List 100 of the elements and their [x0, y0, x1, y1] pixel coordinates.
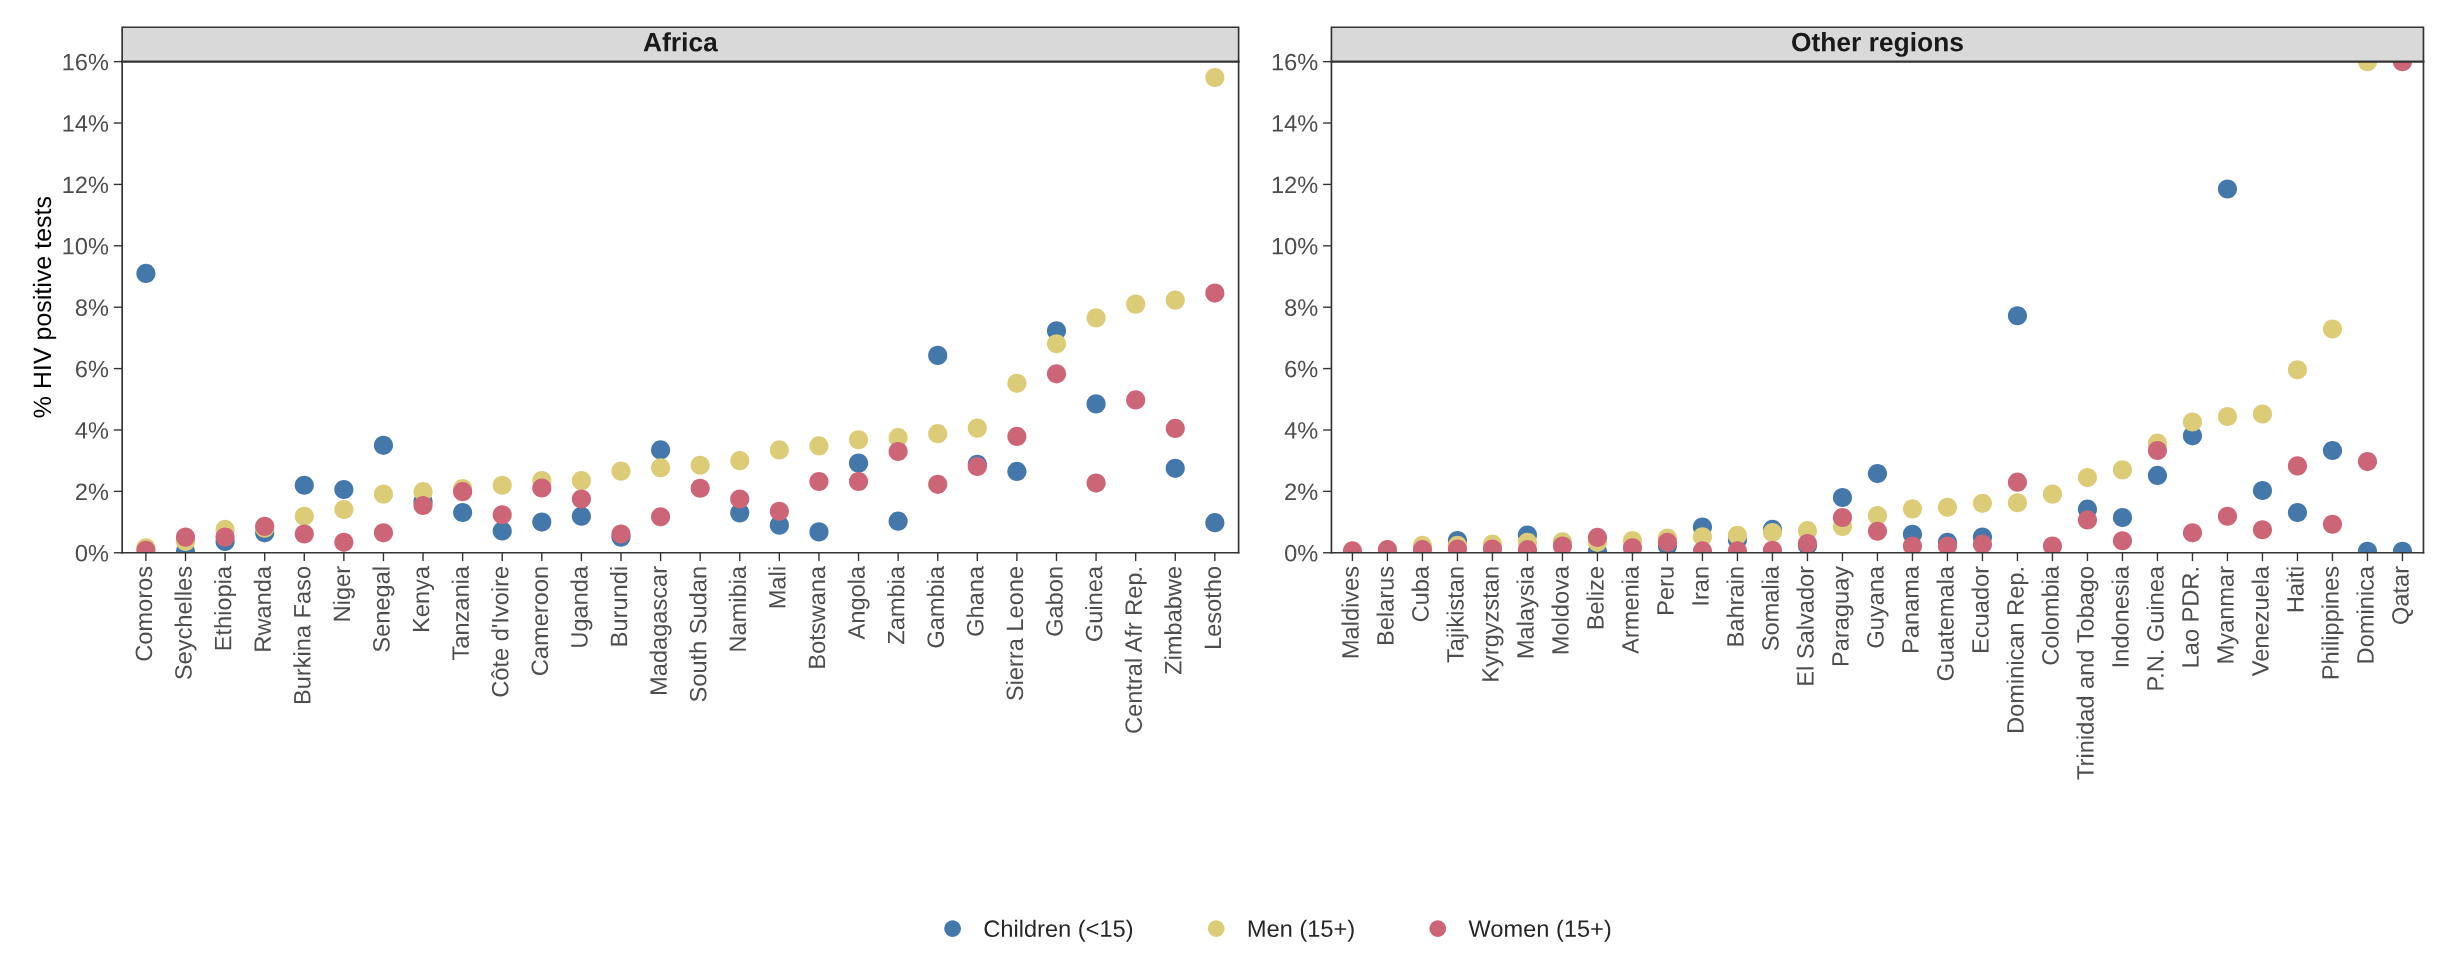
point	[1832, 507, 1853, 528]
x-tick-label: Guyana	[1867, 565, 1889, 648]
point	[453, 502, 473, 523]
point	[2357, 452, 2378, 472]
point	[334, 479, 354, 500]
point	[2147, 465, 2168, 485]
point	[1902, 536, 1923, 553]
point	[2217, 406, 2238, 427]
legend-label: Children (<15)	[984, 919, 1133, 942]
point	[928, 424, 948, 444]
point	[1086, 394, 1106, 414]
x-tick-label: Belarus	[1376, 566, 1394, 645]
x-tick-label: Madagascar	[649, 566, 672, 694]
point	[2252, 480, 2273, 501]
point	[2112, 507, 2133, 528]
x-tick-label: Peru	[1657, 567, 1674, 614]
point	[2182, 412, 2203, 432]
point	[2252, 404, 2273, 424]
point	[294, 506, 314, 526]
point	[373, 523, 394, 543]
y-tick-label: 2%	[1285, 483, 1318, 501]
chart-title: Other regions	[1792, 32, 1963, 57]
point	[1046, 334, 1067, 354]
point	[1007, 426, 1027, 446]
x-tick-label: Namibia	[728, 565, 747, 651]
y-tick-label: 14%	[1272, 115, 1318, 132]
point	[690, 455, 710, 475]
point	[1205, 513, 1225, 533]
x-tick-label: Haiti	[2286, 567, 2304, 612]
point	[651, 507, 671, 527]
y-axis-title: % HIV positive tests	[32, 196, 57, 418]
point	[928, 474, 948, 494]
legend-label: Women (15+)	[1468, 919, 1611, 942]
point	[413, 495, 433, 516]
point	[2007, 306, 2028, 326]
x-tick-label: P.N. Guinea	[2146, 565, 2164, 690]
x-tick-label: Guatemala	[1936, 565, 1954, 681]
point	[1937, 497, 1958, 517]
point	[2007, 493, 2028, 513]
point	[809, 436, 829, 456]
point	[1007, 461, 1027, 481]
x-tick-label: Colombia	[2041, 565, 2059, 665]
point	[651, 458, 671, 478]
point	[690, 478, 710, 498]
x-tick-label: Niger	[332, 566, 355, 621]
point	[2112, 531, 2133, 551]
point	[1587, 527, 1608, 547]
x-tick-label: Indonesia	[2111, 565, 2129, 667]
x-tick-label: Lesotho	[1203, 566, 1222, 649]
point	[373, 435, 394, 455]
point	[1972, 493, 1993, 513]
point	[651, 440, 671, 460]
x-tick-label: Panama	[1902, 565, 1919, 652]
x-tick-label: Botswana	[808, 565, 826, 668]
point	[2287, 456, 2308, 476]
x-tick-label: Zimbabwe	[1164, 567, 1182, 675]
point	[1867, 521, 1888, 541]
point	[2042, 536, 2063, 553]
x-tick-label: Qatar	[2392, 566, 2414, 624]
x-tick-label: Maldives	[1341, 566, 1359, 658]
point	[1205, 68, 1225, 88]
point	[1165, 290, 1185, 310]
point	[1086, 473, 1106, 493]
point	[730, 451, 750, 471]
x-tick-label: Gambia	[926, 565, 945, 648]
point	[928, 345, 948, 365]
point	[848, 471, 869, 492]
x-tick-label: Senegal	[372, 567, 395, 652]
point	[1046, 364, 1067, 384]
x-tick-label: Côte d'Ivoire	[491, 567, 509, 697]
point	[532, 512, 552, 532]
point	[2217, 506, 2238, 526]
point	[1165, 458, 1185, 478]
point	[888, 511, 908, 531]
point	[967, 418, 987, 438]
x-tick-label: Angola	[847, 565, 870, 640]
y-tick-label: 14%	[63, 115, 109, 132]
x-tick-label: Sierra Leone	[1005, 566, 1024, 701]
point	[809, 522, 829, 542]
y-tick-label: 6%	[76, 360, 109, 378]
point	[492, 521, 512, 541]
y-tick-label: 0%	[1285, 544, 1318, 562]
x-tick-label: Malaysia	[1516, 565, 1539, 658]
x-tick-label: Tanzania	[451, 565, 469, 660]
x-tick-label: Burundi	[609, 567, 628, 646]
point	[2322, 319, 2343, 339]
y-tick-label: 2%	[76, 483, 109, 501]
y-tick-label: 12%	[1272, 176, 1318, 194]
point	[492, 475, 512, 495]
x-tick-label: Cuba	[1411, 565, 1429, 622]
point	[769, 501, 789, 521]
point	[2217, 179, 2238, 199]
x-tick-label: Myanmar	[2217, 566, 2239, 663]
x-tick-label: Central Afr Rep.	[1124, 568, 1147, 733]
point	[611, 461, 631, 481]
x-tick-label: Tajikistan	[1446, 567, 1469, 663]
point	[2147, 440, 2168, 461]
point	[848, 453, 869, 473]
x-tick-label: Comoros	[135, 566, 153, 661]
x-tick-label: Kenya	[412, 565, 435, 631]
